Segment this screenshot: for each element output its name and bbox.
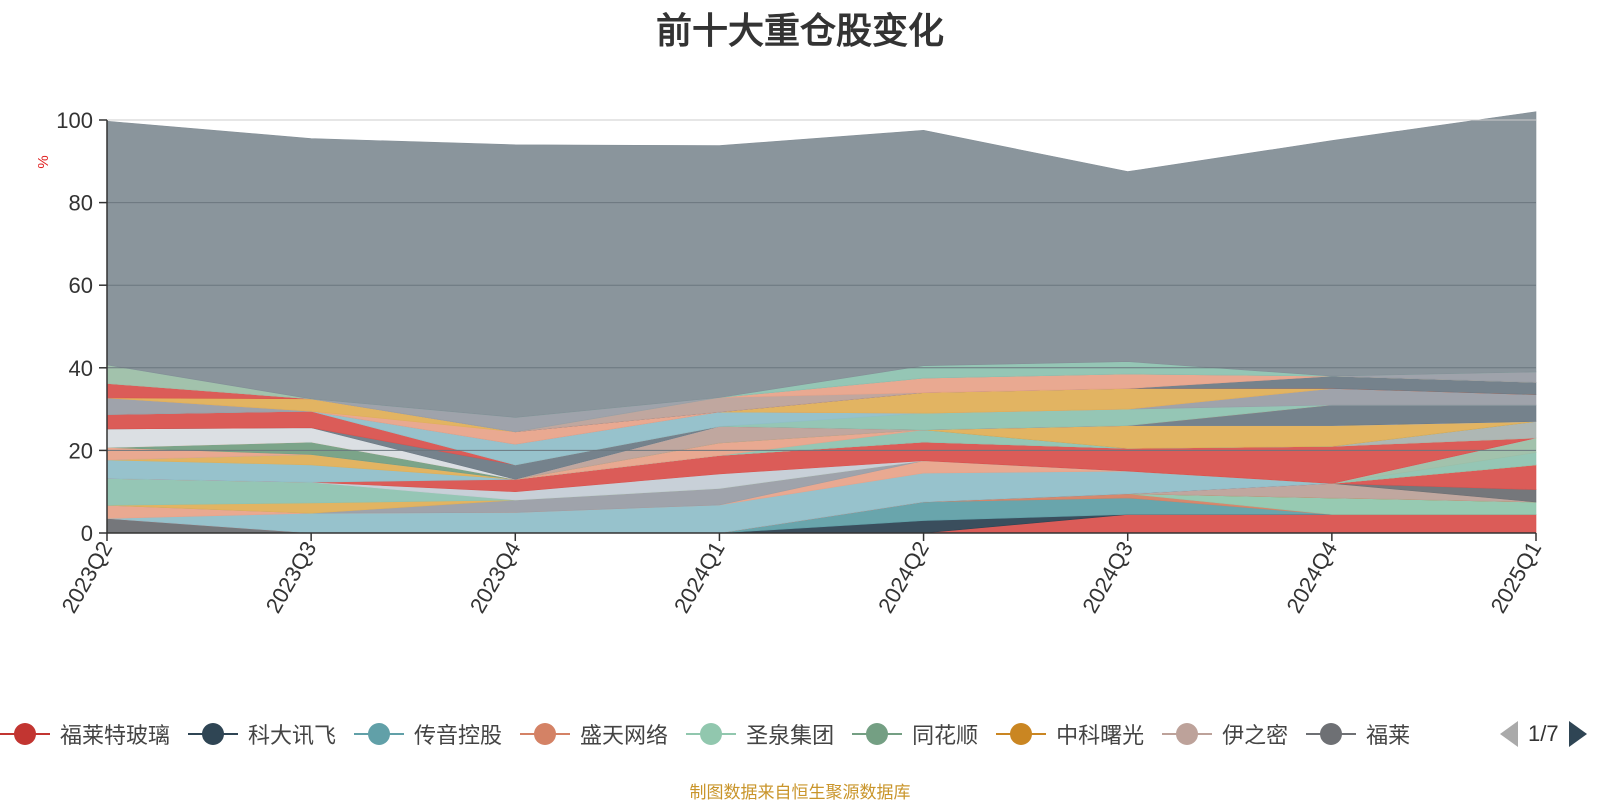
- legend-marker-icon: [520, 723, 571, 745]
- y-tick-label: 80: [69, 191, 93, 216]
- x-tick-label: 2024Q4: [1281, 537, 1342, 617]
- x-tick-label: 2023Q4: [465, 537, 526, 617]
- legend-label: 盛天网络: [580, 724, 669, 749]
- source-note: 制图数据来自恒生聚源数据库: [689, 783, 911, 803]
- legend-label: 科大讯飞: [248, 724, 337, 749]
- legend-marker-icon: [1162, 723, 1213, 745]
- chart-plot: 0 20 40 60 80 100 2023Q2 2023Q3 2023Q4 2024Q1 2024…: [35, 108, 1547, 617]
- x-tick-label: 2024Q2: [873, 537, 934, 617]
- legend-label: 福莱特玻璃: [60, 724, 171, 749]
- y-tick-label: 40: [69, 356, 93, 381]
- legend-item[interactable]: 盛天网络: [520, 712, 668, 756]
- legend-label: 伊之密: [1222, 724, 1289, 749]
- area-series-group: [106, 111, 1537, 534]
- legend-item[interactable]: 同花顺: [852, 712, 978, 756]
- legend-item[interactable]: 圣泉集团: [686, 712, 834, 756]
- legend-item[interactable]: 中科曙光: [996, 712, 1144, 756]
- legend-marker-icon: [354, 723, 405, 745]
- legend-marker-icon: [852, 723, 903, 745]
- y-tick-label: 60: [69, 273, 93, 298]
- legend-item[interactable]: 传音控股: [354, 712, 502, 756]
- legend-label: 中科曙光: [1056, 724, 1145, 749]
- legend-item[interactable]: 福莱特玻璃: [0, 712, 170, 756]
- legend: 福莱特玻璃 科大讯飞 传音控股 盛天网络 圣泉集团 同花顺 中科曙光 伊之密 福莱 1/7: [0, 712, 1600, 756]
- legend-item[interactable]: 福莱: [1306, 712, 1410, 756]
- x-tick-label: 2024Q3: [1077, 537, 1138, 617]
- x-tick-label: 2023Q3: [261, 537, 322, 617]
- legend-next-icon[interactable]: [1567, 719, 1589, 749]
- legend-marker-icon: [686, 723, 737, 745]
- legend-marker-icon: [1306, 723, 1357, 745]
- legend-label: 传音控股: [414, 724, 503, 749]
- grid-lines: [107, 119, 1536, 451]
- legend-items: 福莱特玻璃 科大讯飞 传音控股 盛天网络 圣泉集团 同花顺 中科曙光 伊之密 福莱: [0, 712, 1482, 756]
- legend-prev-icon[interactable]: [1498, 719, 1520, 749]
- area-series-41: [106, 111, 1537, 418]
- legend-item[interactable]: 科大讯飞: [188, 712, 336, 756]
- y-axis-label: %: [35, 155, 52, 168]
- y-tick-label: 0: [81, 521, 93, 546]
- legend-item[interactable]: 伊之密: [1162, 712, 1288, 756]
- legend-label: 福莱: [1366, 724, 1411, 749]
- y-tick-label: 20: [69, 438, 93, 463]
- x-tick-label: 2024Q1: [669, 537, 730, 617]
- chart-title: 前十大重仓股变化: [655, 11, 944, 52]
- legend-pager: 1/7: [1498, 718, 1589, 750]
- x-tick-label: 2023Q2: [57, 537, 118, 617]
- legend-page-indicator: 1/7: [1528, 721, 1559, 746]
- x-tick-label: 2025Q1: [1486, 537, 1547, 617]
- y-tick-label: 100: [56, 108, 93, 133]
- legend-marker-icon: [0, 723, 50, 745]
- legend-label: 圣泉集团: [746, 724, 835, 749]
- legend-label: 同花顺: [912, 724, 979, 749]
- legend-marker-icon: [996, 723, 1047, 745]
- legend-marker-icon: [188, 723, 239, 745]
